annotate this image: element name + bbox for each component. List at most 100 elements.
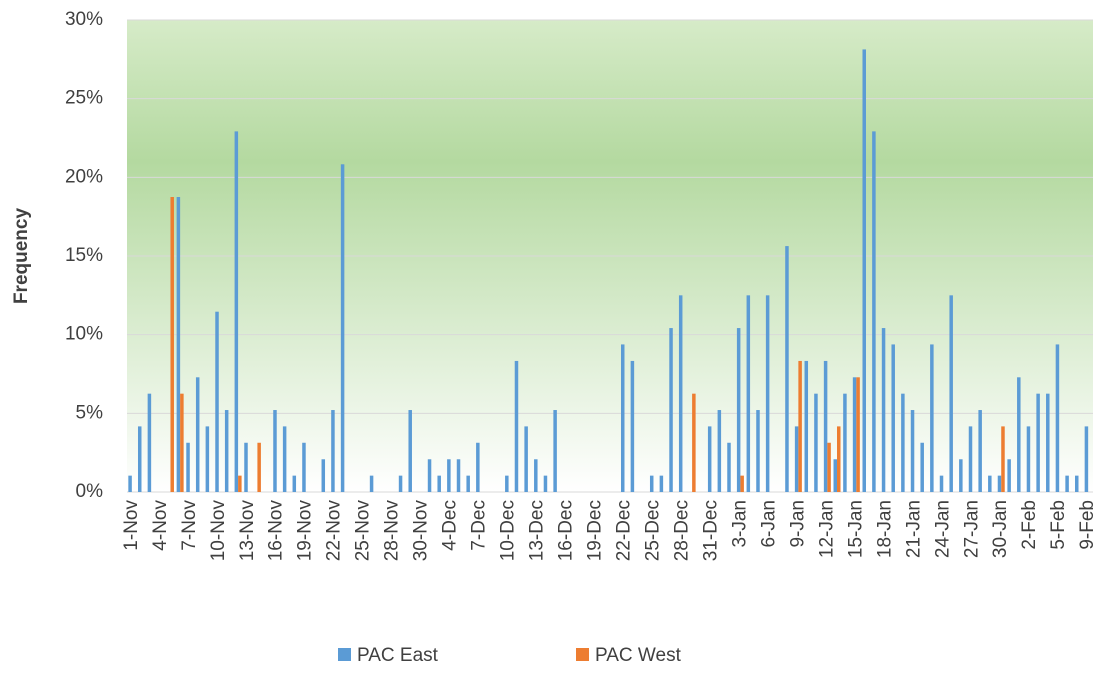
x-tick-label: 7-Nov bbox=[179, 500, 200, 551]
bar bbox=[408, 410, 412, 492]
bar bbox=[321, 459, 326, 492]
bar bbox=[147, 393, 152, 492]
bar bbox=[524, 426, 528, 492]
bar bbox=[804, 360, 809, 492]
bar bbox=[649, 475, 654, 492]
bar bbox=[1065, 475, 1069, 492]
bar bbox=[827, 442, 831, 492]
bar bbox=[224, 410, 229, 492]
y-tick-label: 20% bbox=[65, 166, 103, 187]
bar bbox=[398, 475, 403, 492]
bar bbox=[553, 410, 557, 492]
bar bbox=[534, 459, 538, 492]
bar bbox=[257, 442, 261, 492]
bar bbox=[1046, 393, 1050, 492]
x-tick-label: 10-Dec bbox=[498, 500, 519, 561]
x-tick-label: 18-Jan bbox=[874, 500, 895, 558]
bar bbox=[1036, 393, 1040, 492]
bar bbox=[273, 410, 277, 492]
x-tick-label: 9-Feb bbox=[1077, 500, 1094, 550]
bar bbox=[292, 475, 297, 492]
x-tick-label: 10-Nov bbox=[208, 500, 229, 562]
bar bbox=[736, 328, 741, 492]
bar bbox=[176, 197, 181, 492]
bar bbox=[137, 426, 142, 492]
bar bbox=[837, 426, 841, 492]
legend-swatch bbox=[576, 648, 589, 661]
y-tick-label: 10% bbox=[65, 324, 103, 345]
y-tick-label: 30% bbox=[65, 9, 103, 30]
y-tick-label: 15% bbox=[65, 245, 103, 266]
bar bbox=[997, 475, 1002, 492]
bar bbox=[978, 410, 982, 492]
bar bbox=[1075, 475, 1079, 492]
bar bbox=[180, 393, 184, 492]
bar bbox=[244, 442, 248, 492]
x-tick-label: 28-Dec bbox=[671, 500, 692, 561]
x-tick-label: 31-Dec bbox=[700, 500, 721, 561]
bar bbox=[186, 442, 190, 492]
bar bbox=[1055, 344, 1060, 492]
bar bbox=[466, 475, 470, 492]
x-tick-label: 22-Nov bbox=[324, 500, 345, 562]
bar bbox=[862, 49, 866, 493]
y-tick-label: 0% bbox=[76, 481, 104, 502]
bar bbox=[630, 360, 635, 492]
bar bbox=[238, 475, 242, 492]
bar bbox=[1007, 459, 1011, 492]
x-tick-label: 24-Jan bbox=[932, 500, 953, 558]
bar bbox=[881, 328, 886, 492]
bar bbox=[856, 377, 860, 492]
bar bbox=[215, 311, 219, 492]
x-tick-label: 22-Dec bbox=[614, 500, 635, 561]
bar bbox=[727, 442, 731, 492]
bar bbox=[920, 442, 924, 492]
bar bbox=[543, 475, 548, 492]
x-tick-label: 3-Jan bbox=[729, 500, 750, 548]
bar bbox=[302, 442, 306, 492]
bar bbox=[746, 295, 751, 492]
x-tick-label: 16-Dec bbox=[556, 500, 577, 561]
x-tick-label: 27-Jan bbox=[961, 500, 982, 558]
bar bbox=[205, 426, 210, 492]
legend-label: PAC West bbox=[595, 645, 682, 666]
bar bbox=[717, 410, 722, 492]
bar bbox=[514, 360, 519, 492]
bar bbox=[437, 475, 441, 492]
x-tick-label: 30-Nov bbox=[411, 500, 432, 562]
bar bbox=[968, 426, 973, 492]
bar bbox=[331, 410, 335, 492]
bar bbox=[128, 475, 132, 492]
x-tick-label: 19-Dec bbox=[585, 500, 606, 561]
x-tick-label: 1-Nov bbox=[121, 500, 142, 551]
x-tick-label: 25-Dec bbox=[642, 500, 663, 561]
bar bbox=[476, 442, 480, 492]
x-tick-label: 25-Nov bbox=[353, 500, 374, 562]
bar bbox=[707, 426, 712, 492]
bar bbox=[814, 393, 818, 492]
bar bbox=[659, 475, 664, 492]
bar bbox=[195, 377, 200, 492]
bar bbox=[170, 197, 174, 492]
bar bbox=[823, 360, 828, 492]
x-tick-label: 4-Dec bbox=[440, 500, 461, 551]
x-tick-label: 4-Nov bbox=[150, 500, 171, 551]
bar bbox=[798, 360, 802, 492]
x-tick-label: 13-Nov bbox=[237, 500, 258, 562]
bar bbox=[369, 475, 374, 492]
legend-label: PAC East bbox=[357, 645, 439, 666]
bar bbox=[949, 295, 953, 492]
x-tick-label: 15-Jan bbox=[845, 500, 866, 558]
x-tick-label: 2-Feb bbox=[1019, 500, 1040, 550]
bar bbox=[910, 410, 915, 492]
x-tick-label: 16-Nov bbox=[266, 500, 287, 562]
x-tick-label: 7-Dec bbox=[469, 500, 490, 551]
bar bbox=[740, 475, 744, 492]
y-tick-label: 5% bbox=[76, 402, 104, 423]
bar bbox=[505, 475, 509, 492]
bar bbox=[427, 459, 432, 492]
y-tick-label: 25% bbox=[65, 88, 103, 109]
x-tick-label: 28-Nov bbox=[382, 500, 403, 562]
